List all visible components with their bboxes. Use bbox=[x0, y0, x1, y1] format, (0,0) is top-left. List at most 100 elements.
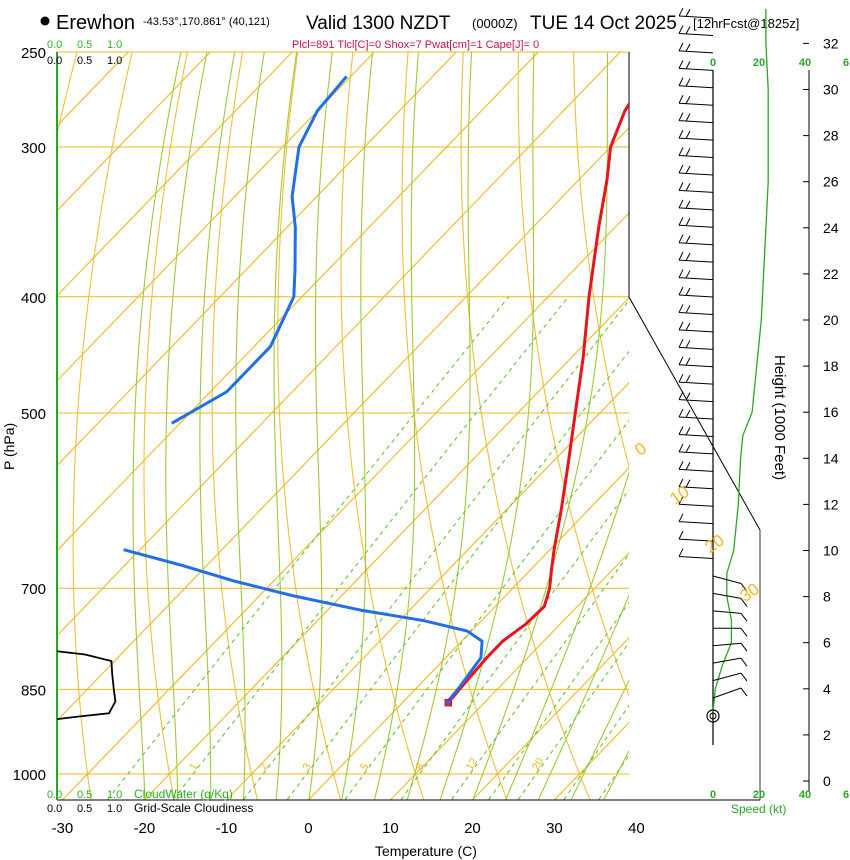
height-tick-label: 16 bbox=[823, 404, 839, 420]
mixing-ratio-label: 5 bbox=[358, 761, 371, 772]
dry-adiabat-line bbox=[460, 52, 591, 800]
temperature-tick-label: -30 bbox=[52, 820, 74, 837]
station-dot-icon bbox=[40, 16, 50, 26]
wind-barb-icon bbox=[678, 304, 714, 315]
height-tick-label: 30 bbox=[823, 82, 839, 98]
speed-scale-top-label: 6 bbox=[843, 57, 849, 69]
isotherm-line bbox=[143, 297, 629, 800]
wind-barb-icon bbox=[678, 129, 714, 141]
height-tick-label: 2 bbox=[823, 727, 831, 743]
temperature-tick-label: 0 bbox=[304, 820, 312, 837]
isotherm-label-right: 0 bbox=[631, 439, 650, 460]
temperature-tick-label: 30 bbox=[546, 820, 563, 837]
moist-adiabat-line bbox=[199, 52, 236, 800]
isotherm-line bbox=[57, 52, 457, 467]
dry-adiabat-line bbox=[143, 52, 188, 800]
wind-barb-icon bbox=[678, 356, 714, 368]
dry-adiabat-line bbox=[211, 52, 258, 800]
top-cloudwater-tick: 0.5 bbox=[77, 39, 92, 51]
cloudwater-label: CloudWater (g/Kg) bbox=[134, 787, 233, 801]
moist-adiabat-line bbox=[341, 52, 374, 800]
mixing-ratio-line bbox=[172, 296, 569, 800]
moist-adiabat-line bbox=[308, 52, 333, 800]
wind-barb-icon bbox=[678, 77, 714, 89]
wind-barb-icon bbox=[678, 112, 714, 124]
speed-scale-bottom-label: 20 bbox=[753, 789, 765, 801]
wind-barb-icon bbox=[678, 391, 714, 403]
title-bar: Erewhon -43.53°,170.861° (40,121) Valid … bbox=[40, 12, 799, 51]
isotherm-line bbox=[57, 52, 211, 212]
wind-barb-icon bbox=[678, 217, 714, 228]
wind-barb-icon bbox=[678, 94, 714, 106]
dry-adiabat-line bbox=[517, 52, 629, 697]
moist-adiabat-line bbox=[273, 52, 298, 800]
valid-time: Valid 1300 NZDT bbox=[306, 13, 451, 34]
mixing-ratio-line bbox=[518, 641, 629, 800]
top-cloudiness-tick: 0.5 bbox=[77, 55, 92, 67]
dry-adiabat-line bbox=[401, 52, 508, 800]
wind-speed-line bbox=[712, 8, 769, 712]
height-tick-label: 18 bbox=[823, 358, 839, 374]
wind-barb-icon bbox=[712, 575, 748, 592]
speed-scale-bottom-label: 0 bbox=[710, 789, 716, 801]
dewpoint-profile-line bbox=[123, 548, 484, 704]
isotherm-line bbox=[225, 382, 629, 800]
wind-barb-icon bbox=[678, 60, 714, 71]
moist-adiabat-line bbox=[235, 52, 265, 800]
dewpoint-upper-profile-line bbox=[170, 75, 348, 425]
wind-barb-icon bbox=[678, 199, 714, 211]
wind-barb-icon bbox=[712, 672, 748, 682]
moist-adiabat-line bbox=[538, 593, 629, 800]
height-tick-label: 6 bbox=[823, 635, 831, 651]
cloudiness-profile-line bbox=[57, 650, 117, 721]
temperature-tick-label: 20 bbox=[464, 820, 481, 837]
wind-barb-icon bbox=[678, 7, 714, 19]
wind-barb-icon bbox=[678, 269, 714, 281]
pressure-tick-label: 1000 bbox=[13, 767, 46, 784]
calm-wind-icon bbox=[706, 709, 720, 723]
speed-axis-title: Speed (kt) bbox=[731, 802, 786, 816]
dry-adiabat-line bbox=[277, 52, 341, 800]
moist-adiabat-line bbox=[570, 678, 629, 800]
isotherm-line bbox=[57, 52, 293, 297]
temperature-tick-label: 10 bbox=[382, 820, 399, 837]
temperature-tick-label: -10 bbox=[216, 820, 238, 837]
valid-date: TUE 14 Oct 2025 bbox=[530, 13, 677, 34]
mixing-ratio-line bbox=[344, 419, 629, 800]
station-name: Erewhon bbox=[56, 12, 135, 34]
forecast-label: [12hrFcst@1825z] bbox=[693, 16, 799, 31]
wind-barb-icon bbox=[678, 164, 714, 176]
moist-adiabat-line bbox=[439, 52, 535, 800]
top-cloudiness-tick: 1.0 bbox=[107, 55, 122, 67]
wind-barb-icon bbox=[678, 373, 714, 385]
mixing-ratio-label: 20 bbox=[530, 756, 547, 773]
moist-adiabat-line bbox=[603, 749, 629, 800]
isotherm-line bbox=[57, 127, 629, 722]
mixing-ratio-label: 8 bbox=[414, 761, 427, 772]
wind-barb-icon bbox=[678, 513, 714, 525]
height-tick-label: 28 bbox=[823, 128, 839, 144]
height-tick-label: 14 bbox=[823, 450, 839, 466]
height-tick-label: 8 bbox=[823, 589, 831, 605]
isotherm-line bbox=[57, 52, 621, 637]
bottom-cloudwater-tick: 1.0 bbox=[107, 789, 122, 801]
height-tick-label: 12 bbox=[823, 496, 839, 512]
top-cloudiness-tick: 0.0 bbox=[47, 55, 62, 67]
wind-barb-icon bbox=[678, 251, 714, 263]
moist-adiabat-line bbox=[165, 52, 208, 800]
moist-adiabat-line bbox=[374, 52, 419, 800]
wind-barb-icon bbox=[678, 548, 714, 560]
zulu-time: (0000Z) bbox=[472, 16, 518, 31]
mixing-ratio-label: 2 bbox=[257, 761, 270, 772]
wind-barb-icon bbox=[712, 610, 748, 622]
calm-wind-inner-icon bbox=[709, 712, 717, 720]
height-tick-label: 4 bbox=[823, 681, 831, 697]
pressure-tick-label: 850 bbox=[21, 682, 46, 699]
isotherm-line bbox=[57, 52, 375, 382]
wind-barb-icon bbox=[678, 147, 714, 159]
wind-barb-icon bbox=[678, 530, 714, 542]
pressure-tick-label: 300 bbox=[21, 140, 46, 157]
isotherm-line bbox=[57, 52, 539, 552]
speed-scale-top-label: 20 bbox=[753, 57, 765, 69]
